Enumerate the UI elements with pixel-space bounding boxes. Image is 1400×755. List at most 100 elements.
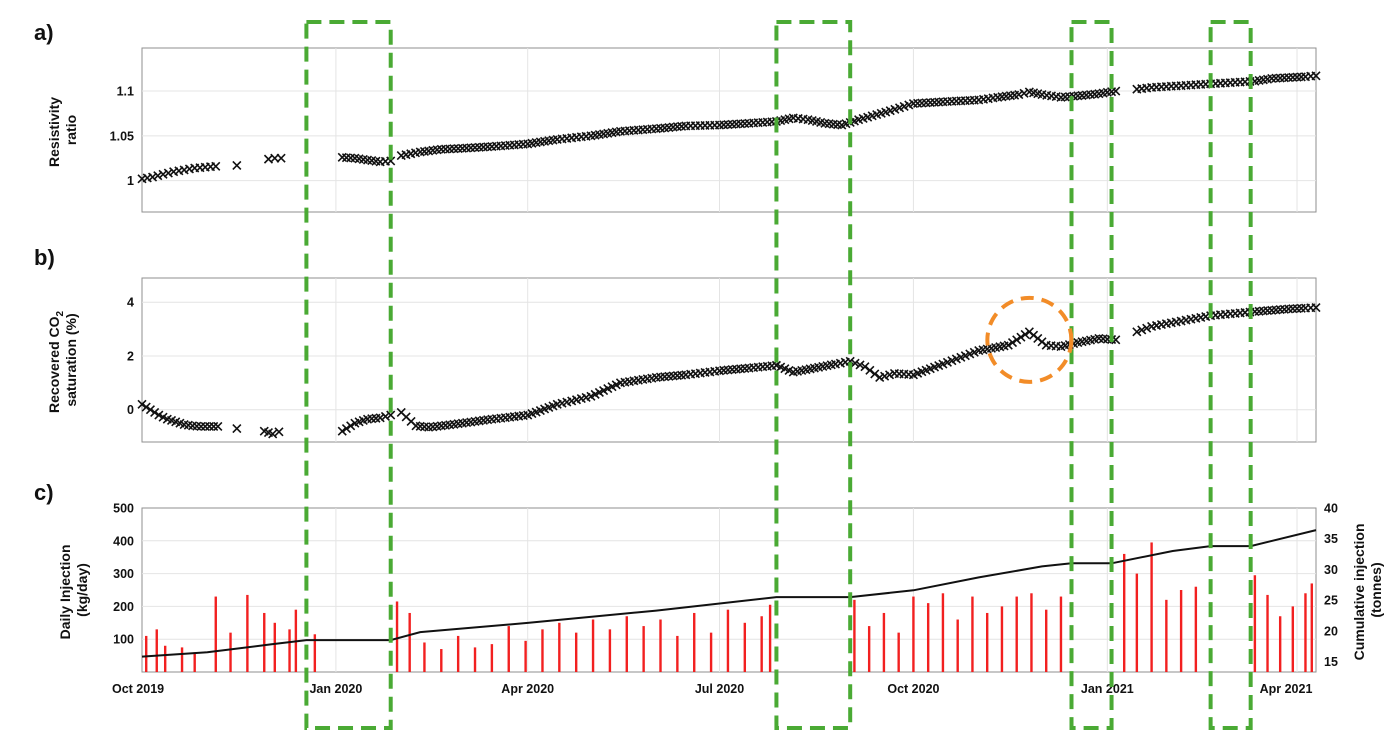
panel-a-ylabel-line2: ratio (63, 115, 79, 145)
highlight-overlays (304, 20, 1253, 730)
panel-c-bars (145, 542, 1313, 672)
injection-bar (1304, 593, 1307, 672)
panel-b-letter: b) (34, 245, 55, 270)
y-tick-label: 400 (113, 534, 134, 548)
injection-bar (145, 635, 148, 672)
data-marker (375, 413, 385, 423)
injection-bar (693, 612, 696, 672)
data-marker (1012, 335, 1022, 345)
y-tick-label: 2 (127, 349, 134, 363)
panel-b-ylabel-line1: Recovered CO2 (46, 310, 66, 412)
highlight-box (1069, 20, 1114, 730)
injection-bar (882, 612, 886, 672)
data-marker (1020, 329, 1030, 340)
injection-bar (558, 622, 561, 672)
y-tick-label: 1 (127, 174, 134, 188)
panel-b-ylabel-sub: 2 (55, 310, 66, 316)
data-marker (386, 410, 396, 420)
injection-bar (288, 629, 291, 672)
data-marker (1132, 327, 1142, 337)
injection-bar (1150, 542, 1153, 672)
data-marker (141, 402, 151, 412)
panel-c-ylabel-left-line1: Daily Injection (57, 544, 73, 639)
y-tick-label: 200 (113, 600, 134, 614)
injection-bar (1179, 590, 1183, 672)
data-marker (158, 169, 168, 179)
data-marker (232, 160, 242, 170)
injection-bar (440, 649, 443, 672)
injection-bar (193, 652, 196, 672)
injection-bar (659, 619, 662, 672)
panel-a-markers (137, 71, 1321, 184)
injection-bar (853, 599, 856, 672)
data-marker (855, 360, 865, 370)
highlight-box (304, 20, 393, 730)
injection-bar (1122, 553, 1126, 672)
injection-bar (591, 619, 595, 672)
panel-c-ylabel-right-line1: Cumulative injection (1351, 523, 1367, 660)
data-marker (346, 421, 356, 431)
panel-b-markers (137, 303, 1321, 439)
panel-a-ylabel-line1: Resistivity (46, 97, 62, 167)
injection-bar (1015, 596, 1018, 672)
y-tick-label-right: 40 (1324, 502, 1338, 516)
x-tick-label: Jan 2021 (1081, 682, 1134, 696)
injection-bar (395, 601, 399, 672)
panel-b-y-ticks: 0 2 4 (127, 296, 134, 418)
x-axis-ticks: Oct 2019 Jan 2020 Apr 2020 Jul 2020 Oct 2020… (112, 682, 1312, 696)
y-tick-label: 4 (127, 296, 134, 310)
injection-bar (912, 596, 915, 672)
panel-b-frame (141, 277, 1317, 443)
panel-a-frame (141, 47, 1317, 213)
injection-bar (676, 635, 679, 672)
data-marker (1311, 303, 1321, 313)
injection-bar (229, 632, 232, 672)
data-marker (1137, 325, 1147, 335)
injection-bar (768, 604, 772, 672)
panel-a-grid (142, 48, 1316, 212)
injection-bar (263, 612, 266, 672)
data-marker (232, 423, 242, 434)
injection-bar (214, 596, 217, 672)
panel-a-y-ticks: 1 1.05 1.1 (110, 85, 134, 189)
y-tick-label-right: 35 (1324, 532, 1338, 546)
y-tick-label-right: 30 (1324, 563, 1338, 577)
data-marker (145, 405, 155, 415)
injection-bar (155, 629, 158, 672)
panel-c-ylabel-left-line2: (kg/day) (74, 563, 90, 617)
data-marker (163, 168, 173, 178)
y-tick-label: 100 (113, 633, 134, 647)
injection-bar (1253, 575, 1257, 672)
y-tick-label: 0 (127, 403, 134, 417)
injection-bar (608, 629, 612, 672)
injection-bar (423, 642, 426, 672)
y-tick-label-right: 15 (1324, 655, 1338, 669)
injection-bar (760, 616, 763, 672)
panel-c-letter: c) (34, 480, 54, 505)
panel-c-ylabel-left: Daily Injection (kg/day) (57, 541, 90, 640)
injection-bar (743, 622, 747, 672)
y-tick-label: 1.1 (117, 85, 134, 99)
injection-bar (246, 594, 249, 672)
y-tick-label: 500 (113, 502, 134, 516)
data-marker (1014, 90, 1024, 100)
y-tick-label: 300 (113, 567, 134, 581)
data-marker (1311, 71, 1321, 81)
y-tick-label-right: 25 (1324, 594, 1338, 608)
data-marker (386, 156, 396, 166)
injection-bar (574, 632, 578, 672)
panel-c-y-ticks-left: 100 200 300 400 500 (113, 502, 134, 647)
injection-bar (490, 644, 494, 672)
injection-bar (956, 619, 959, 672)
y-tick-label: 1.05 (110, 129, 134, 143)
x-tick-label: Apr 2020 (501, 682, 554, 696)
injection-bar (642, 626, 645, 672)
injection-bar (709, 632, 713, 672)
y-tick-label-right: 20 (1324, 624, 1338, 638)
x-tick-label: Jan 2020 (309, 682, 362, 696)
injection-bar (541, 629, 544, 672)
injection-bar (1291, 606, 1295, 672)
data-marker (337, 426, 347, 436)
